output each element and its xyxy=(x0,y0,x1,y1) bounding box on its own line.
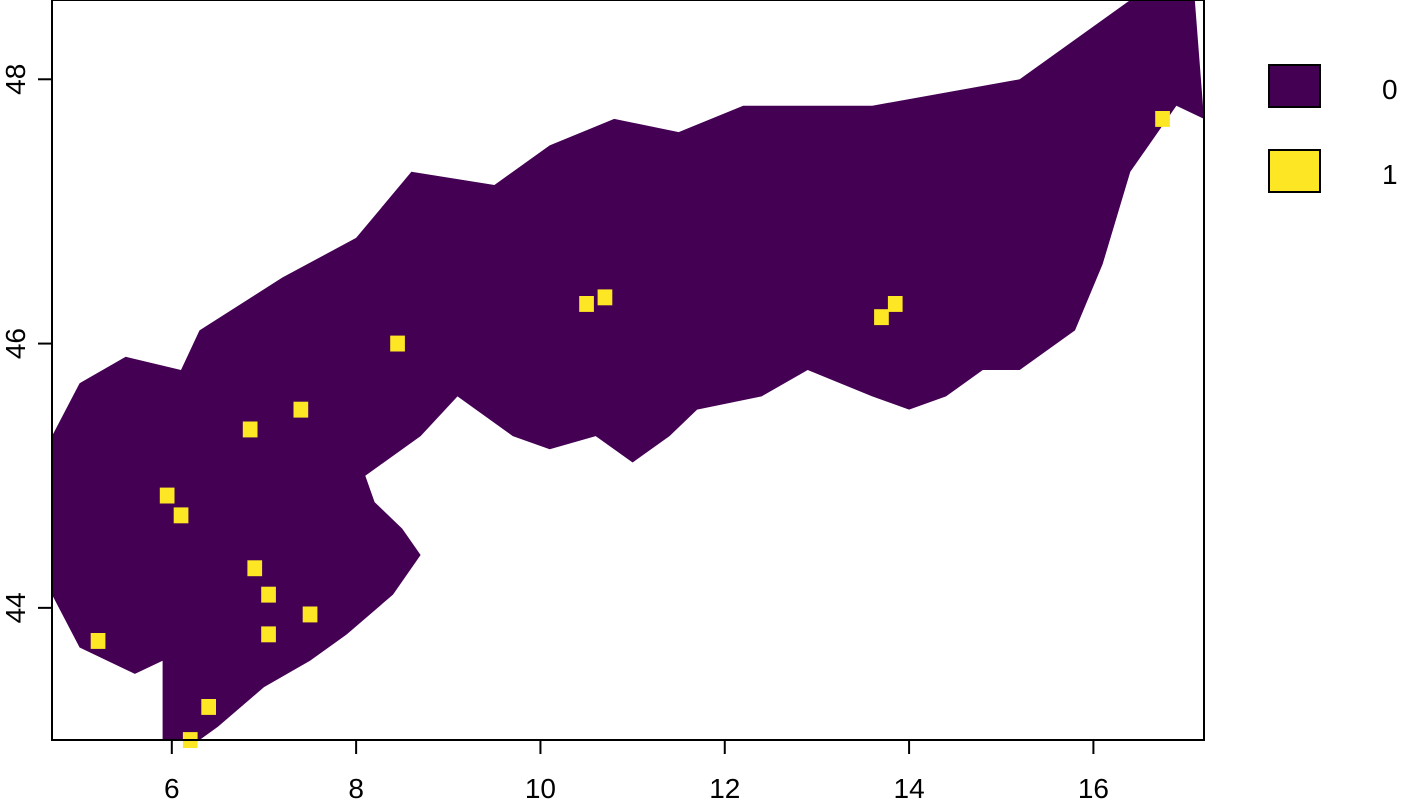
x-tick-label: 10 xyxy=(525,773,556,802)
class-1-cell xyxy=(247,560,263,577)
y-axis: 44 46 48 xyxy=(0,64,52,623)
legend-label-0: 0 xyxy=(1382,74,1398,105)
class-1-cell xyxy=(201,699,216,715)
plot-frame xyxy=(51,0,1205,741)
legend: 0 1 xyxy=(1268,64,1398,193)
class-1-cell xyxy=(90,633,106,649)
class-1-cell xyxy=(390,335,405,352)
legend-swatch-1 xyxy=(1268,149,1321,193)
class-1-cell xyxy=(887,296,903,312)
y-tick-label: 48 xyxy=(0,64,31,95)
legend-swatch-0 xyxy=(1268,64,1321,108)
map-content xyxy=(52,0,1204,748)
x-tick-label: 16 xyxy=(1078,773,1109,802)
class-1-cell xyxy=(874,309,889,326)
y-tick-label: 46 xyxy=(0,328,31,359)
x-axis: 6 8 10 12 14 16 xyxy=(164,740,1109,802)
class-0-region xyxy=(52,0,1204,740)
x-tick-label: 12 xyxy=(709,773,740,802)
class-1-cell xyxy=(293,401,309,418)
class-1-cell xyxy=(261,586,276,603)
class-1-cell xyxy=(159,487,175,504)
class-1-cell xyxy=(302,606,318,623)
x-tick-label: 14 xyxy=(894,773,925,802)
class-1-cell xyxy=(242,421,258,438)
class-1-cell xyxy=(173,507,189,524)
y-tick-label: 44 xyxy=(0,592,31,623)
class-1-cell xyxy=(579,296,594,312)
class-1-cell xyxy=(597,289,613,306)
x-tick-label: 8 xyxy=(348,773,364,802)
class-1-cell xyxy=(1155,111,1170,127)
x-tick-label: 6 xyxy=(164,773,180,802)
class-1-cell xyxy=(261,626,276,643)
legend-label-1: 1 xyxy=(1382,159,1398,190)
